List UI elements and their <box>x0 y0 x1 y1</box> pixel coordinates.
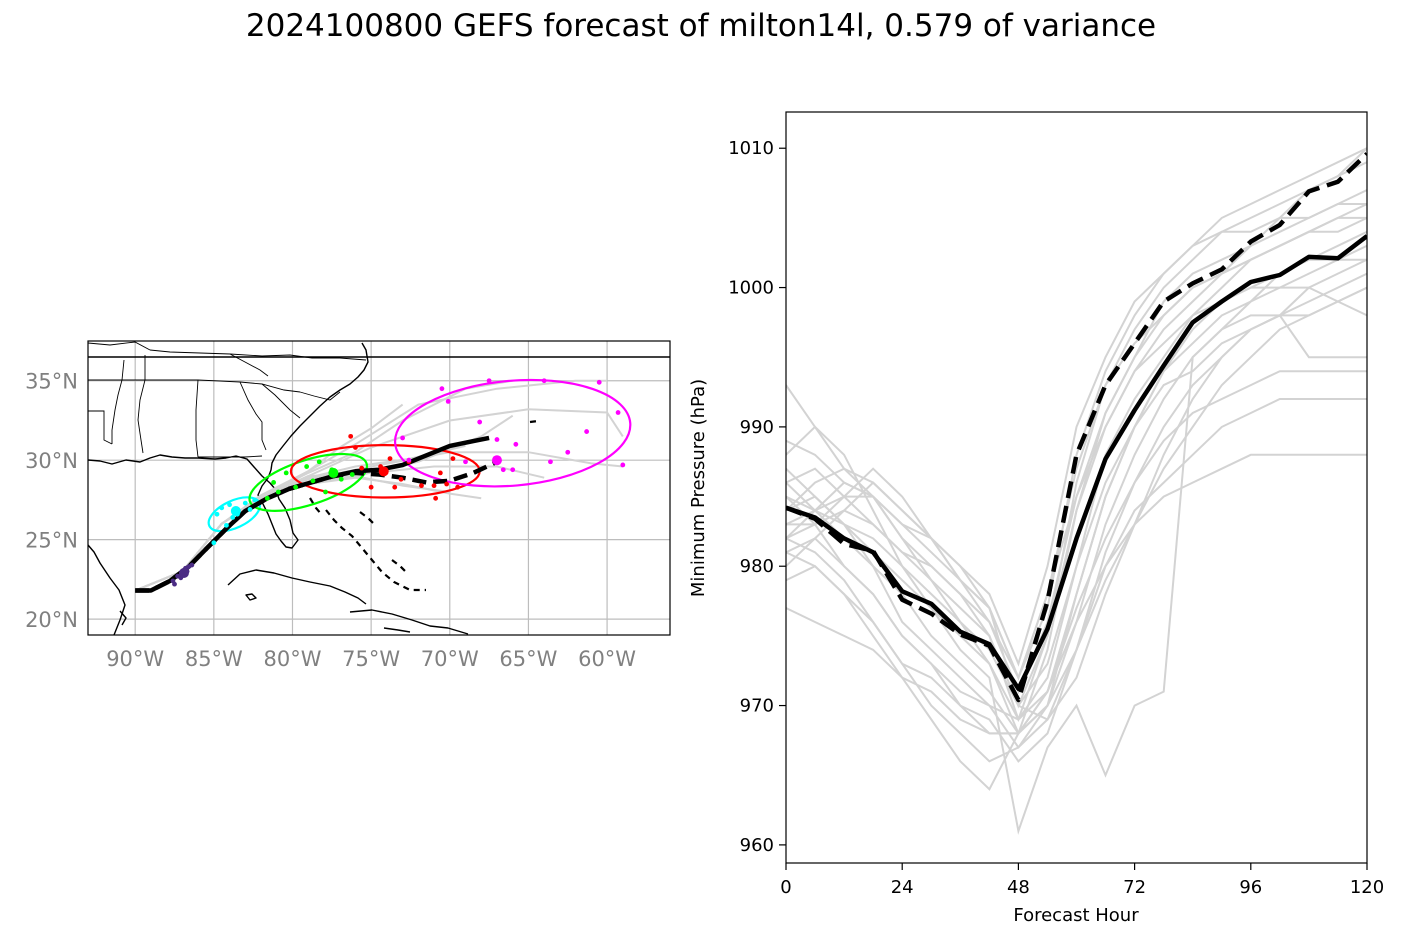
mean-position-h24 <box>179 568 189 578</box>
map-x-tick-label: 65°W <box>499 647 557 671</box>
position-point-h96 <box>451 456 456 461</box>
spread-ellipses <box>204 371 635 538</box>
position-point-h72 <box>293 485 298 490</box>
position-point-h120 <box>616 410 621 415</box>
position-point-h120 <box>487 378 492 383</box>
pressure-member-lines <box>786 148 1367 831</box>
position-point-h120 <box>477 420 482 425</box>
position-point-h96 <box>388 456 393 461</box>
map-y-tick-label: 35°N <box>25 370 78 394</box>
position-point-h72 <box>317 459 322 464</box>
position-point-h120 <box>548 459 553 464</box>
position-point-h120 <box>440 386 445 391</box>
position-point-h48 <box>224 523 229 528</box>
map-x-tick-label: 80°W <box>263 647 321 671</box>
position-point-h72 <box>265 496 270 501</box>
position-point-h48 <box>243 501 248 506</box>
y-tick-label: 990 <box>740 417 774 438</box>
position-point-h96 <box>353 445 358 450</box>
member-tracks <box>135 381 623 591</box>
x-tick-label: 120 <box>1350 877 1384 898</box>
position-point-h96 <box>432 483 437 488</box>
y-tick-label: 1000 <box>728 278 774 299</box>
position-point-h72 <box>304 464 309 469</box>
position-point-h120 <box>597 380 602 385</box>
position-point-h72 <box>323 490 328 495</box>
position-point-h96 <box>419 483 424 488</box>
y-tick-label: 1010 <box>728 138 774 159</box>
position-point-h120 <box>446 399 451 404</box>
pressure-member-line <box>786 288 1367 692</box>
map-y-tick-label: 30°N <box>25 449 78 473</box>
position-point-h96 <box>369 485 374 490</box>
x-tick-label: 0 <box>780 877 791 898</box>
position-point-h120 <box>463 459 468 464</box>
position-point-h96 <box>359 466 364 471</box>
position-point-h48 <box>248 507 253 512</box>
x-tick-label: 48 <box>1007 877 1030 898</box>
position-point-h120 <box>406 458 411 463</box>
position-point-h120 <box>510 467 515 472</box>
y-tick-label: 970 <box>740 696 774 717</box>
y-tick-label: 960 <box>740 835 774 856</box>
position-point-h120 <box>565 450 570 455</box>
position-point-h24 <box>189 563 194 568</box>
map-x-tick-label: 60°W <box>578 647 636 671</box>
position-point-h48 <box>227 502 232 507</box>
position-point-h96 <box>455 485 460 490</box>
map-x-tick-label: 90°W <box>106 647 164 671</box>
pressure-member-line <box>786 315 1367 831</box>
position-point-h120 <box>501 467 506 472</box>
x-axis-label: Forecast Hour <box>1013 905 1139 926</box>
figure-canvas: 90°W 85°W 80°W 75°W 70°W 65°W 60°W 20°N 25°N 30°N… <box>0 0 1402 941</box>
pressure-member-line <box>786 148 1367 719</box>
position-point-h120 <box>620 463 625 468</box>
position-point-h96 <box>392 485 397 490</box>
position-point-h96 <box>444 482 449 487</box>
position-point-h48 <box>211 540 216 545</box>
map-y-tick-label: 25°N <box>25 529 78 553</box>
position-point-h96 <box>433 496 438 501</box>
y-axis-label: Minimum Pressure (hPa) <box>688 379 709 597</box>
map-x-tick-label: 85°W <box>185 647 243 671</box>
position-point-h72 <box>339 477 344 482</box>
position-point-h72 <box>311 478 316 483</box>
pressure-member-line <box>786 148 1367 678</box>
member-track <box>135 467 544 591</box>
position-point-h72 <box>271 480 276 485</box>
pressure-member-line <box>786 190 1367 678</box>
map-x-tick-label: 70°W <box>421 647 479 671</box>
spread-ellipse-h120 <box>391 371 635 496</box>
map-tick-labels: 90°W 85°W 80°W 75°W 70°W 65°W 60°W 20°N 25°N 30°N… <box>25 370 636 671</box>
position-point-h72 <box>284 471 289 476</box>
position-point-h72 <box>276 490 281 495</box>
position-point-h120 <box>495 437 500 442</box>
position-point-h48 <box>252 498 257 503</box>
position-point-h72 <box>350 472 355 477</box>
position-point-h96 <box>348 434 353 439</box>
map-state-borders <box>88 342 366 457</box>
position-point-h96 <box>438 471 443 476</box>
position-point-h48 <box>215 512 220 517</box>
mean-position-h96 <box>379 466 389 476</box>
mean-position-h48 <box>231 506 241 516</box>
map-y-tick-label: 20°N <box>25 608 78 632</box>
position-point-h24 <box>172 582 177 587</box>
position-point-h120 <box>513 442 518 447</box>
track-map-panel: 90°W 85°W 80°W 75°W 70°W 65°W 60°W 20°N 25°N 30°N… <box>25 341 670 671</box>
position-point-h120 <box>400 436 405 441</box>
position-point-h120 <box>584 429 589 434</box>
mean-position-h72 <box>328 468 338 478</box>
position-point-h96 <box>399 477 404 482</box>
map-x-tick-label: 75°W <box>342 647 400 671</box>
pressure-panel: 0 24 48 72 96 120 960 970 980 990 1000 1010 Forecas… <box>688 112 1384 926</box>
x-tick-label: 96 <box>1239 877 1262 898</box>
y-tick-label: 980 <box>740 556 774 577</box>
pressure-member-line <box>786 246 1367 762</box>
position-point-h120 <box>542 378 547 383</box>
x-tick-label: 72 <box>1123 877 1146 898</box>
mean-position-h120 <box>492 455 502 465</box>
x-tick-label: 24 <box>891 877 914 898</box>
position-point-h48 <box>219 505 224 510</box>
